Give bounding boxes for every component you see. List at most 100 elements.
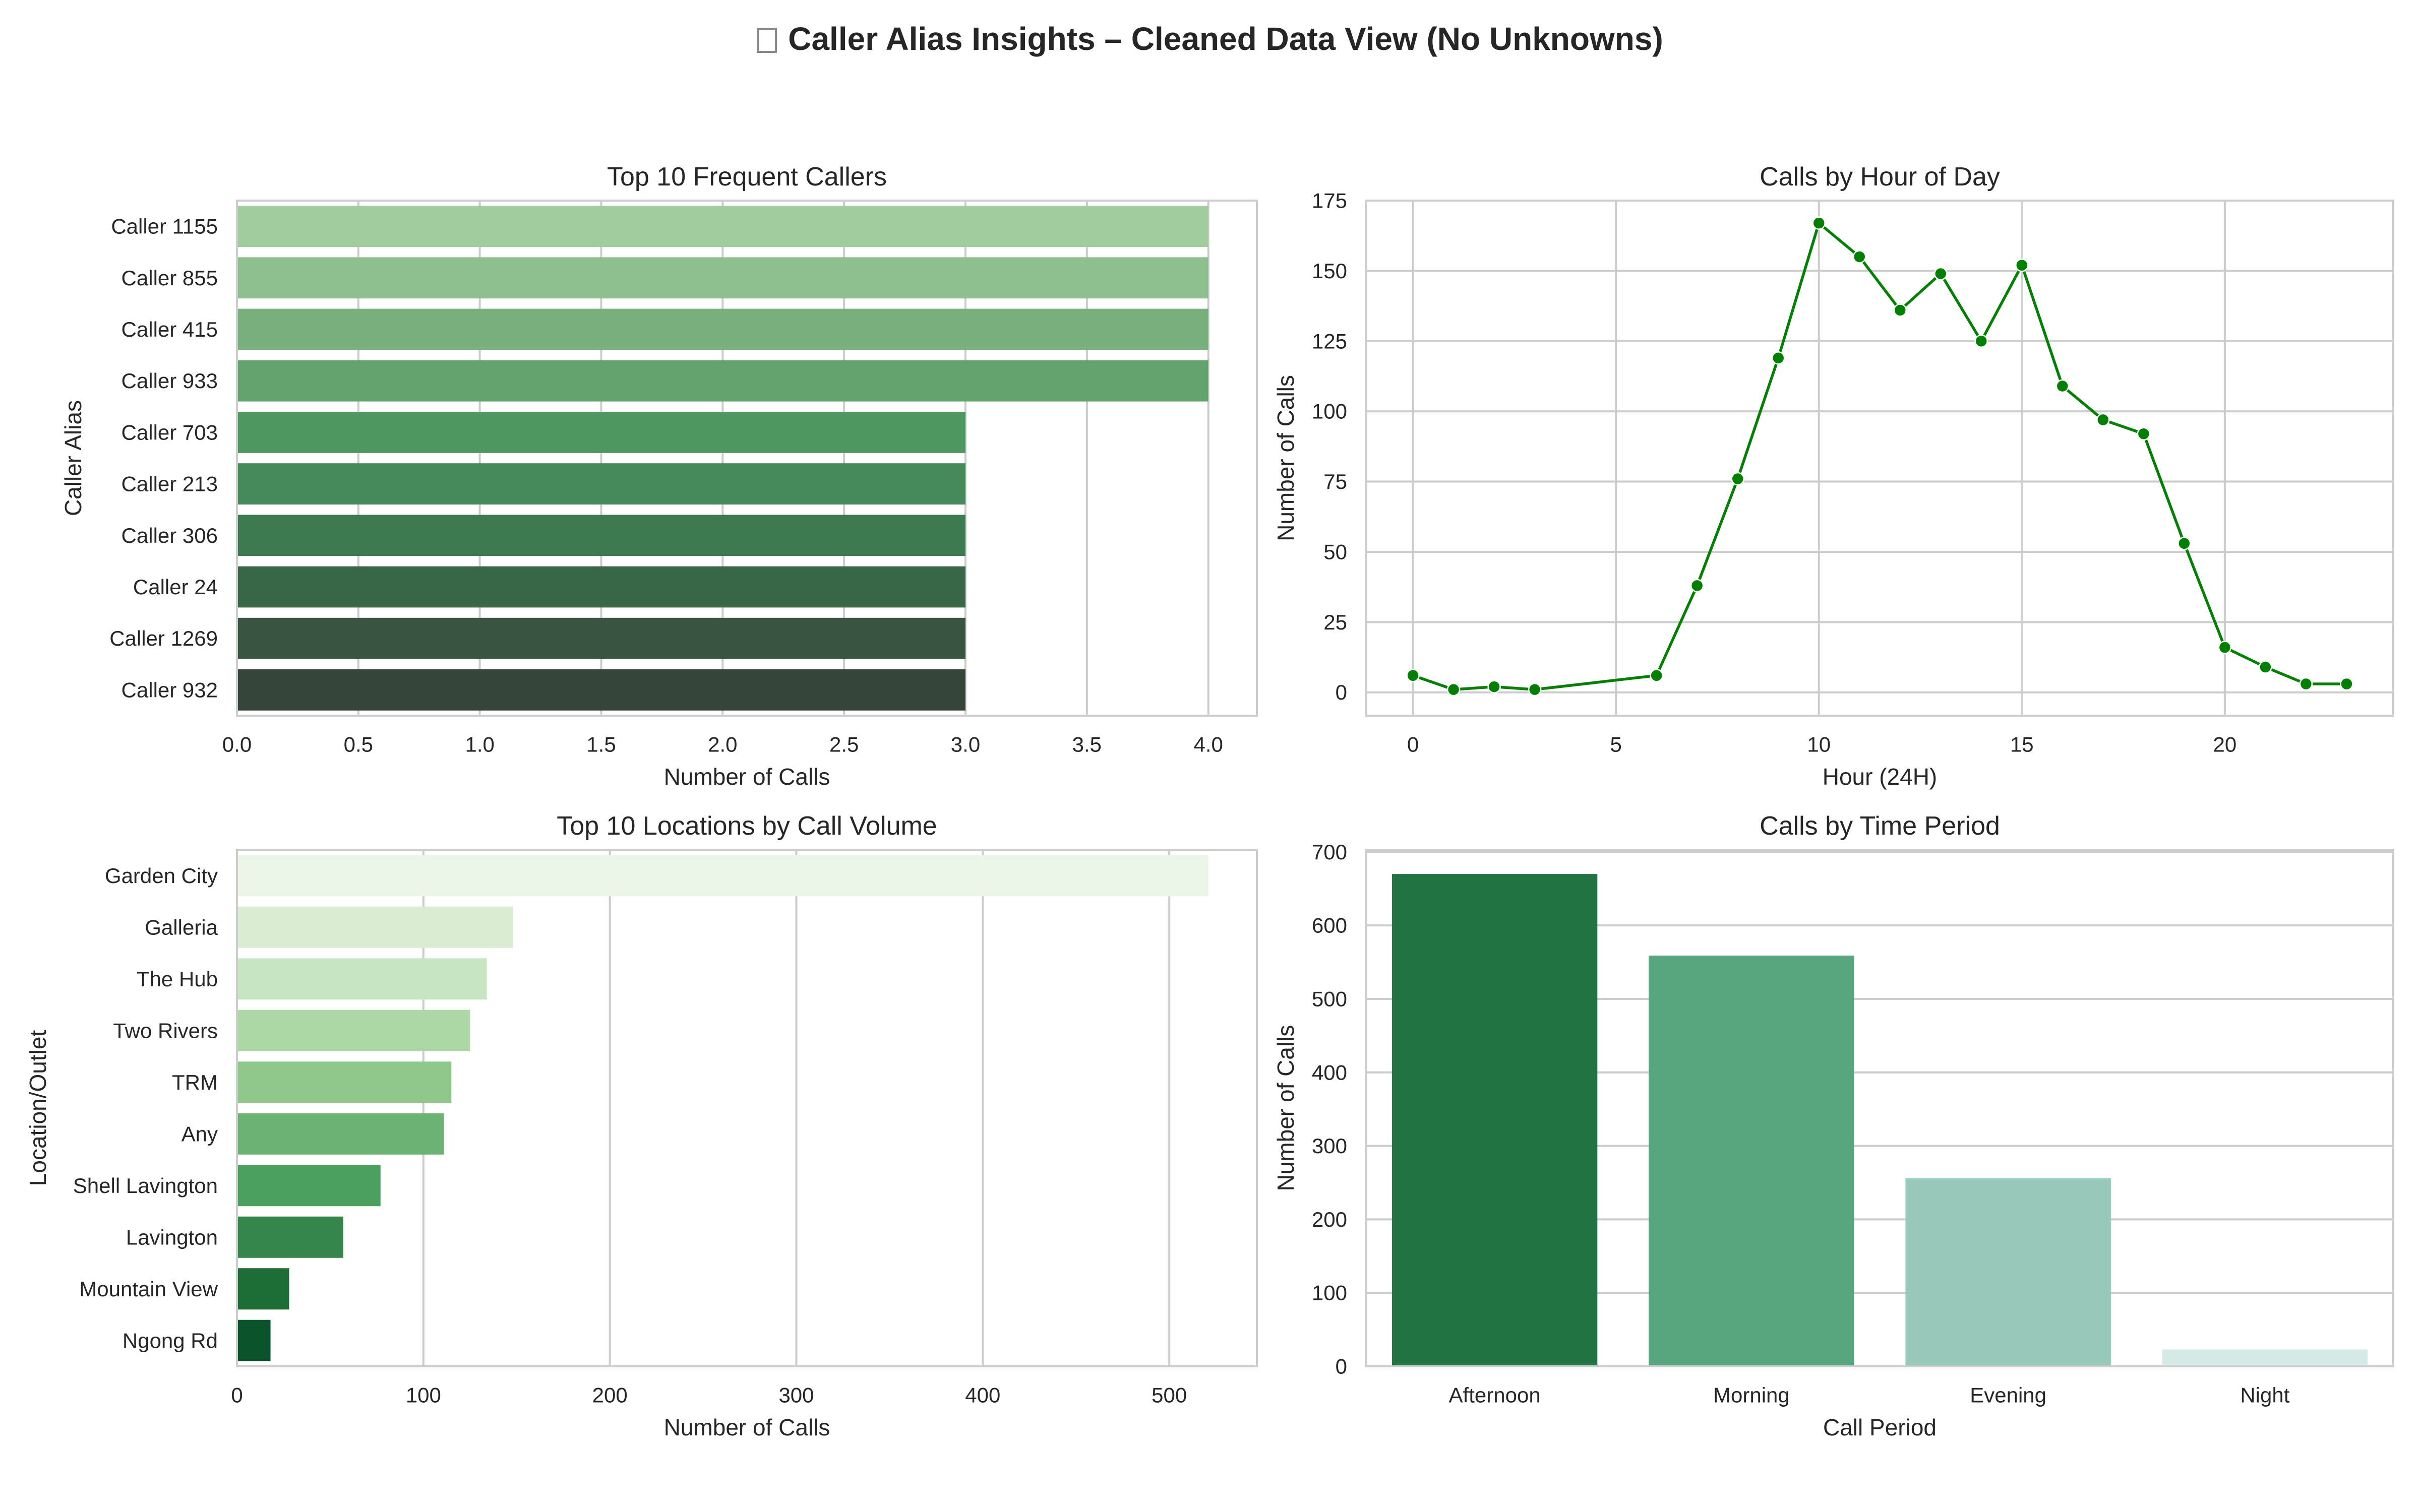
top-locations-xtick-label: 400 [965, 1383, 1000, 1407]
top-locations-bar [237, 1061, 452, 1103]
top-callers-ytick-label: Caller 24 [133, 575, 218, 599]
top-callers-bar [237, 360, 1208, 402]
top-locations-bar [237, 906, 513, 948]
top-callers-xtick-label: 1.0 [465, 733, 494, 757]
calls-by-hour-ytick-label: 75 [1323, 470, 1347, 493]
top-callers-bar [237, 308, 1208, 350]
top-locations-xtick-label: 100 [406, 1383, 441, 1407]
calls-by-hour-point [1974, 334, 1988, 348]
top-callers-bar [237, 566, 965, 608]
calls-by-hour-point [1650, 669, 1663, 682]
top-locations-ytick-label: The Hub [137, 967, 218, 991]
calls-by-period-ytick-label: 300 [1312, 1134, 1347, 1158]
calls-by-period-ytick-label: 600 [1312, 914, 1347, 937]
calls-by-period-ytick-label: 400 [1312, 1060, 1347, 1084]
top-callers-bar [237, 206, 1208, 247]
top-callers-ylabel: Caller Alias [60, 400, 86, 516]
top-locations-xtick-label: 200 [592, 1383, 628, 1407]
calls-by-hour-point [1893, 303, 1907, 317]
top-callers-xtick-label: 0.0 [222, 733, 252, 757]
calls-by-hour-point [2218, 641, 2232, 654]
top-callers-bar [237, 669, 965, 711]
calls-by-period-xlabel: Call Period [1823, 1414, 1937, 1440]
calls-by-hour-point [2096, 413, 2110, 427]
top-locations-ytick-label: Garden City [105, 864, 218, 888]
top-callers-xtick-label: 0.5 [344, 733, 373, 757]
top-callers-xtick-label: 4.0 [1193, 733, 1223, 757]
top-locations-xtick-label: 300 [778, 1383, 814, 1407]
top-callers-ytick-label: Caller 855 [122, 266, 218, 290]
calls-by-hour-point [1690, 579, 1704, 593]
calls-by-hour-point [2137, 427, 2151, 441]
calls-by-hour-xtick-label: 0 [1407, 733, 1419, 757]
calls-by-period-xtick-label: Afternoon [1449, 1383, 1541, 1407]
calls-by-hour-ytick-label: 25 [1323, 610, 1347, 634]
top-locations-ytick-label: Galleria [145, 915, 218, 939]
calls-by-period-ylabel: Number of Calls [1273, 1025, 1299, 1191]
calls-by-hour-xtick-label: 15 [2010, 733, 2034, 757]
top-callers-ytick-label: Caller 933 [122, 369, 218, 393]
top-callers-bar [237, 463, 965, 505]
calls-by-hour-ytick-label: 0 [1336, 680, 1347, 704]
calls-by-hour-point [1446, 682, 1461, 697]
top-locations-xtick-label: 0 [231, 1383, 243, 1407]
top-locations-frame [236, 849, 1258, 1367]
missing-glyph-icon [757, 28, 777, 53]
figure-title-text: Caller Alias Insights – Cleaned Data Vie… [788, 21, 1663, 57]
calls-by-period-bar [1392, 874, 1598, 1366]
top-callers-ytick-label: Caller 213 [122, 472, 218, 496]
calls-by-period-xtick-label: Night [2240, 1383, 2289, 1407]
top-locations-bar [237, 958, 487, 1000]
top-callers-bar [237, 412, 965, 453]
top-locations-ytick-label: Shell Lavington [73, 1174, 218, 1198]
top-locations-bar [237, 1268, 289, 1310]
top-locations-ytick-label: Ngong Rd [123, 1329, 218, 1352]
top-callers-xtick-label: 2.5 [829, 733, 859, 757]
calls-by-hour-xtick-label: 5 [1610, 733, 1621, 757]
calls-by-hour-ytick-label: 50 [1323, 540, 1347, 563]
calls-by-hour-ytick-label: 100 [1312, 400, 1347, 423]
calls-by-period-ytick-label: 0 [1336, 1355, 1347, 1378]
calls-by-hour-point [2177, 536, 2191, 550]
top-locations-bar [237, 1165, 381, 1207]
calls-by-hour-point [1731, 472, 1744, 486]
calls-by-period-bar [1649, 955, 1854, 1366]
top-locations-xtick-label: 500 [1152, 1383, 1187, 1407]
top-callers-xtick-label: 3.0 [951, 733, 980, 757]
top-locations-ylabel: Location/Outlet [25, 1030, 51, 1186]
top-callers-xlabel: Number of Calls [664, 764, 830, 790]
calls-by-hour-point [1406, 669, 1420, 682]
calls-by-period-ytick-label: 500 [1312, 987, 1347, 1011]
calls-by-hour-xtick-label: 20 [2213, 733, 2237, 757]
top-callers-ytick-label: Caller 306 [122, 524, 218, 547]
top-callers-xtick-label: 2.0 [708, 733, 737, 757]
figure-title: Caller Alias Insights – Cleaned Data Vie… [0, 20, 2420, 57]
calls-by-hour-ylabel: Number of Calls [1273, 375, 1299, 541]
top-locations-ytick-label: Two Rivers [113, 1019, 218, 1042]
calls-by-hour-point [2259, 660, 2272, 674]
top-locations-bar [237, 855, 1208, 897]
calls-by-hour-point [1812, 216, 1826, 230]
top-callers-ytick-label: Caller 932 [122, 678, 218, 702]
calls-by-hour-series-line [1412, 221, 2347, 691]
calls-by-hour-point [2015, 258, 2029, 272]
calls-by-period-title: Calls by Time Period [1760, 811, 2000, 841]
calls-by-hour-point [2340, 677, 2353, 691]
top-callers-ytick-label: Caller 1155 [111, 215, 218, 238]
calls-by-hour-point [1771, 351, 1785, 365]
top-locations-ytick-label: Mountain View [79, 1277, 218, 1301]
calls-by-hour-xtick-label: 10 [1807, 733, 1831, 757]
top-callers-ytick-label: Caller 1269 [109, 626, 218, 650]
calls-by-hour-point [2055, 379, 2070, 393]
calls-by-period-bar [1905, 1178, 2111, 1366]
top-callers-frame [236, 200, 1258, 717]
calls-by-period-ytick-label: 100 [1312, 1281, 1347, 1305]
top-locations-bar [237, 1216, 343, 1258]
calls-by-hour-point [1934, 267, 1948, 281]
top-callers-ytick-label: Caller 703 [122, 420, 218, 444]
calls-by-hour-frame [1365, 200, 2394, 717]
top-callers-ytick-label: Caller 415 [122, 318, 218, 341]
calls-by-hour-point [1528, 682, 1542, 697]
calls-by-hour-ytick-label: 150 [1312, 259, 1347, 283]
